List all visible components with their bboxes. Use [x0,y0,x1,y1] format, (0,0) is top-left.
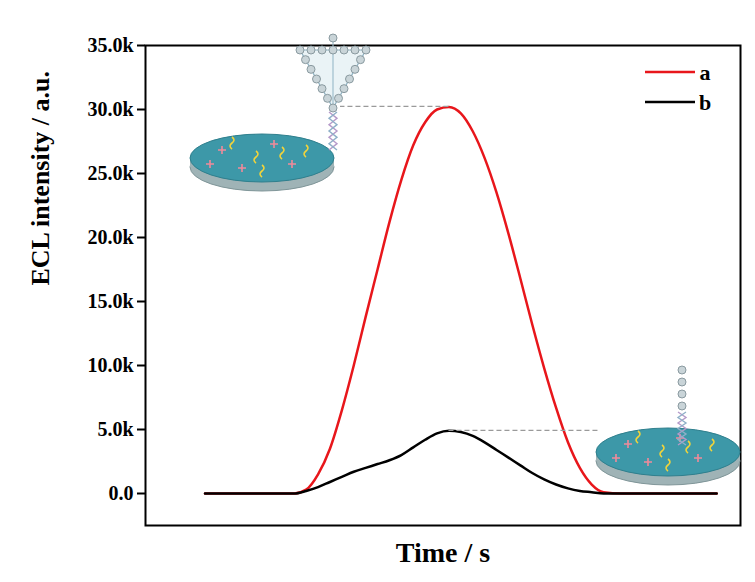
svg-text:30.0k: 30.0k [87,98,134,120]
svg-text:Time / s: Time / s [396,537,490,568]
svg-text:0.0: 0.0 [109,482,134,504]
svg-text:25.0k: 25.0k [87,162,134,184]
svg-text:ECL intensity / a.u.: ECL intensity / a.u. [26,71,55,286]
svg-text:15.0k: 15.0k [87,290,134,312]
svg-text:20.0k: 20.0k [87,226,134,248]
svg-text:10.0k: 10.0k [87,354,134,376]
svg-text:a: a [700,60,711,85]
svg-text:5.0k: 5.0k [97,418,134,440]
svg-text:35.0k: 35.0k [87,34,134,56]
svg-text:b: b [699,90,711,115]
